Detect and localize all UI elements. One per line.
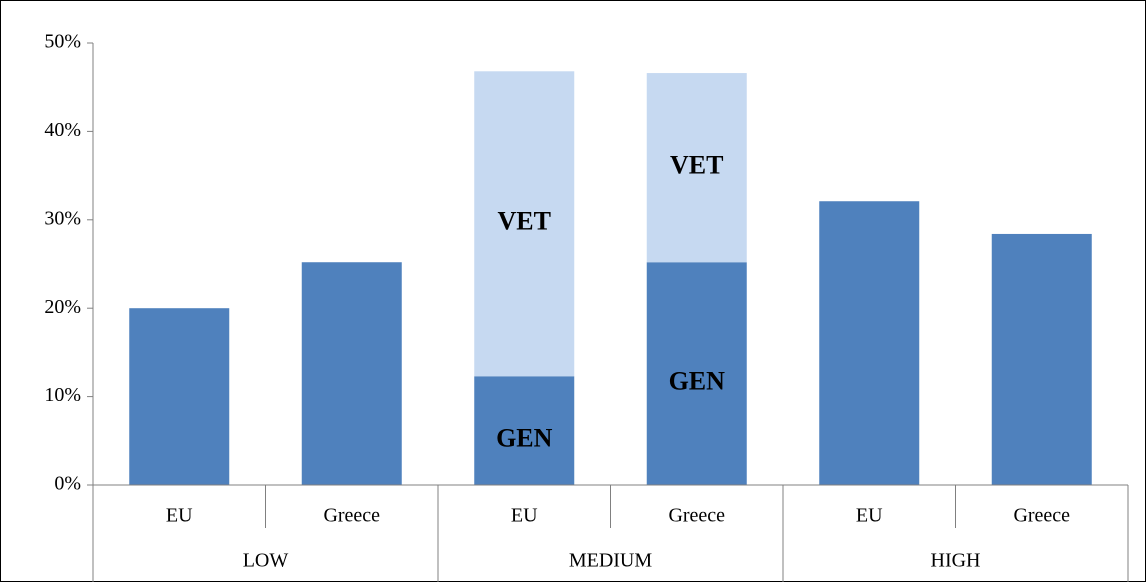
group-label: HIGH: [931, 550, 981, 572]
y-tick-label: 50%: [44, 31, 81, 53]
bar: [991, 233, 1092, 485]
x-tick-label: EU: [856, 505, 883, 527]
segment-label: GEN: [496, 424, 553, 453]
y-tick-label: 30%: [44, 207, 81, 229]
y-tick-label: 40%: [44, 119, 81, 141]
x-tick-label: Greece: [1013, 505, 1070, 527]
x-tick-label: Greece: [323, 505, 380, 527]
bar: [474, 376, 575, 485]
segment-label: VET: [498, 207, 551, 236]
bar: [301, 262, 402, 485]
bar: [646, 73, 747, 263]
y-tick-label: 20%: [44, 296, 81, 318]
group-label: LOW: [243, 550, 289, 572]
bar: [129, 308, 230, 485]
x-tick-label: Greece: [668, 505, 725, 527]
y-tick-label: 10%: [44, 384, 81, 406]
segment-label: VET: [670, 151, 723, 180]
bar: [646, 262, 747, 485]
group-label: MEDIUM: [569, 550, 653, 572]
bar: [819, 201, 920, 485]
segment-label: GEN: [669, 367, 726, 396]
y-tick-label: 0%: [54, 473, 81, 495]
x-tick-label: EU: [511, 505, 538, 527]
x-tick-label: EU: [166, 505, 193, 527]
bar: [474, 71, 575, 377]
